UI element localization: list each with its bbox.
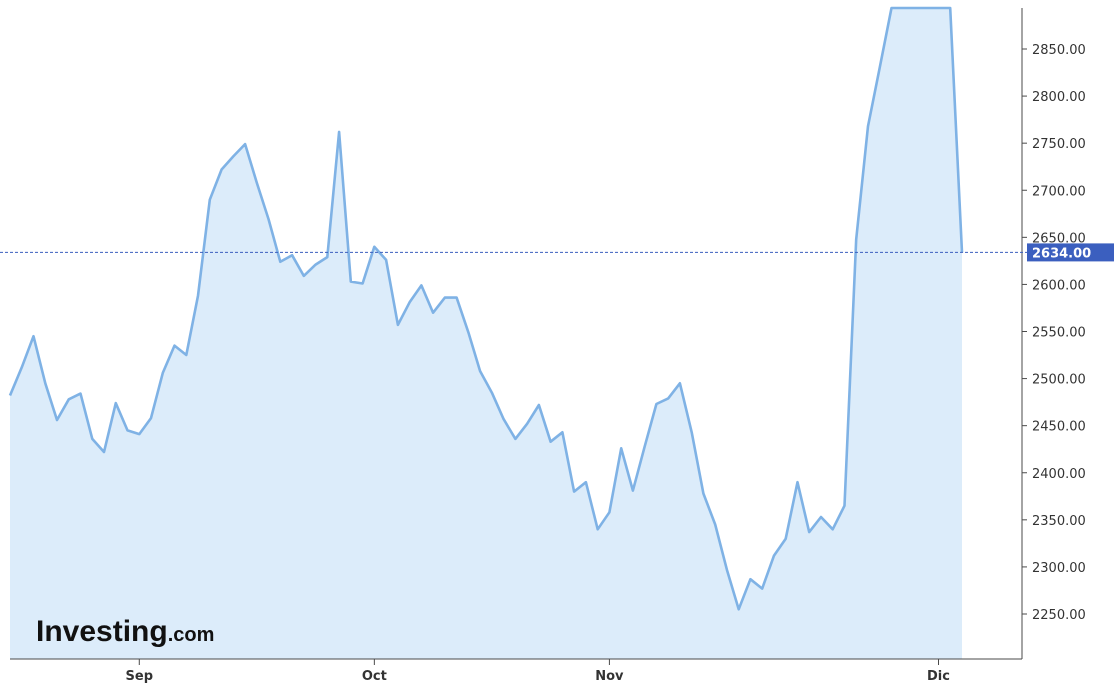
- y-tick-label: 2850.00: [1032, 43, 1086, 58]
- x-tick-label: Nov: [595, 669, 624, 684]
- price-area-fill: [10, 8, 962, 659]
- last-price-badge: 2634.00: [1027, 243, 1114, 262]
- x-tick-label: Dic: [927, 669, 950, 684]
- x-tick-label: Sep: [126, 669, 154, 684]
- y-tick-label: 2550.00: [1032, 326, 1086, 341]
- y-axis: 2250.00 2300.00 2350.00 2400.00 2450.00 2500.…: [1021, 8, 1086, 659]
- x-axis: Sep Oct Nov Dic: [10, 658, 1022, 684]
- y-tick-label: 2750.00: [1032, 137, 1086, 152]
- logo-brand-text: Investing: [36, 615, 168, 648]
- y-tick-label: 2250.00: [1032, 608, 1086, 623]
- y-tick-label: 2650.00: [1032, 231, 1086, 246]
- investing-logo: Investing.com: [36, 615, 214, 648]
- y-tick-label: 2400.00: [1032, 467, 1086, 482]
- logo-suffix-text: .com: [168, 624, 215, 646]
- y-tick-label: 2600.00: [1032, 278, 1086, 293]
- y-tick-label: 2700.00: [1032, 184, 1086, 199]
- svg-text:Investing.com: Investing.com: [36, 615, 214, 648]
- y-tick-label: 2800.00: [1032, 90, 1086, 105]
- y-tick-label: 2500.00: [1032, 373, 1086, 388]
- price-line: [8, 6, 964, 611]
- x-tick-label: Oct: [362, 669, 387, 684]
- y-tick-label: 2300.00: [1032, 561, 1086, 576]
- last-price-badge-background: [1027, 243, 1114, 262]
- y-tick-label: 2450.00: [1032, 420, 1086, 435]
- last-price-label: 2634.00: [1032, 246, 1091, 261]
- y-tick-label: 2350.00: [1032, 514, 1086, 529]
